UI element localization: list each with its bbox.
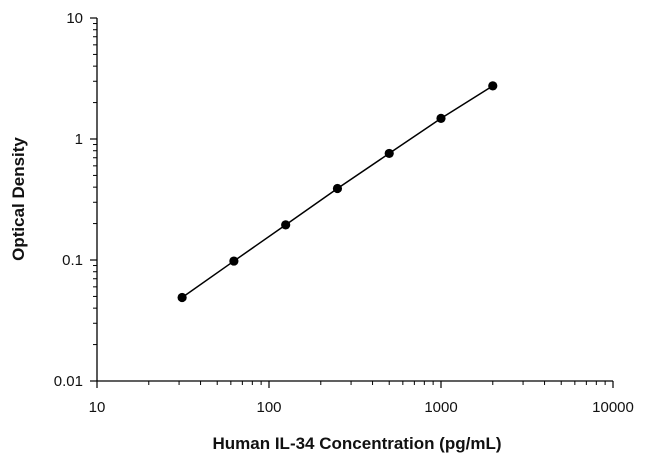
ticks — [90, 17, 614, 388]
y-axis-title: Optical Density — [9, 137, 28, 261]
tick-labels: 10 100 1000 10000 0.01 0.1 1 10 — [54, 10, 634, 416]
y-tick-label: 10 — [66, 10, 83, 27]
y-tick-label: 0.1 — [62, 252, 83, 269]
data-point — [436, 113, 446, 123]
x-tick-label: 1000 — [424, 399, 457, 416]
x-axis-title: Human IL-34 Concentration (pg/mL) — [213, 434, 502, 453]
data-point — [488, 81, 498, 91]
data-point — [229, 256, 239, 266]
data-point — [177, 292, 187, 303]
x-tick-label: 10 — [89, 399, 106, 416]
axes — [96, 18, 613, 382]
data-point — [281, 220, 291, 230]
x-tick-label: 10000 — [592, 399, 634, 416]
data-point — [332, 183, 343, 194]
y-tick-label: 1 — [75, 131, 83, 148]
data-point — [384, 148, 394, 159]
y-tick-label: 0.01 — [54, 373, 83, 390]
points-layer — [177, 81, 498, 303]
x-tick-label: 100 — [256, 399, 281, 416]
